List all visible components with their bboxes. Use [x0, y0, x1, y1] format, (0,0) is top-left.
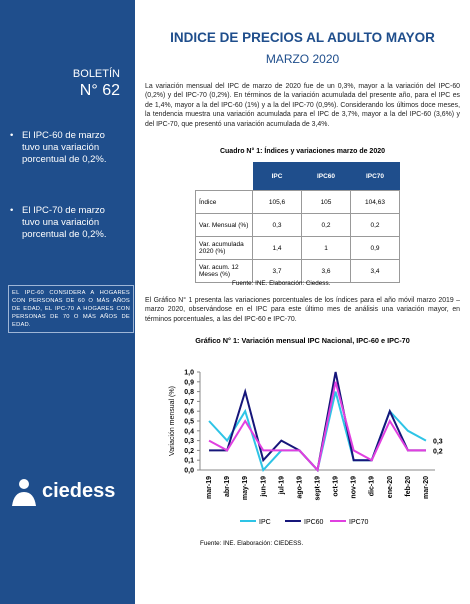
series-line: [208, 381, 426, 473]
x-tick-label: sept-19: [315, 476, 322, 501]
table-row: Var. acum. 12 Meses (%) 3,7 3,6 3,4: [195, 259, 400, 283]
chart-title: Gráfico N° 1: Variación mensual IPC Naci…: [195, 336, 410, 345]
y-tick-label: 0,8: [184, 389, 194, 396]
y-axis-label: Variación mensual (%): [169, 386, 176, 456]
table-header-cell: IPC60: [301, 162, 351, 191]
table-cell: 0,2: [350, 213, 400, 237]
table-cell: Var. Mensual (%): [195, 213, 253, 237]
table-cell: 3,6: [301, 259, 351, 283]
table-corner: [195, 162, 253, 191]
table-cell: 3,4: [350, 259, 400, 283]
table-header-cell: IPC70: [350, 162, 400, 191]
table-cell: 1: [301, 236, 351, 260]
bullet: El IPC-60 de marzo tuvo una variación po…: [10, 130, 122, 166]
table-cell: 3,7: [252, 259, 302, 283]
table-caption: Cuadro N° 1: Índices y variaciones marzo…: [219, 148, 386, 155]
bullet: El IPC-70 de marzo tuvo una variación po…: [10, 205, 122, 241]
x-tick-label: ago-19: [296, 476, 303, 499]
value-label: 0,2: [433, 448, 443, 455]
table-cell: Índice: [195, 190, 253, 214]
y-tick-label: 0,9: [184, 379, 194, 386]
x-tick-label: dic-19: [369, 476, 376, 496]
chart-source: Fuente: INE. Elaboración: CIEDESS.: [200, 540, 304, 547]
y-tick-label: 0,1: [184, 458, 194, 465]
logo-text: ciedess: [42, 480, 116, 502]
table-row: Var. acumulada 2020 (%) 1,4 1 0,9: [195, 236, 400, 260]
x-tick-label: jun-19: [260, 476, 267, 498]
value-label: 0,3: [433, 439, 443, 446]
table-cell: 0,9: [350, 236, 400, 260]
x-tick-label: jul-19: [278, 476, 285, 495]
y-tick-label: 0,6: [184, 409, 194, 416]
chart: 0,0 0,1 0,2 0,3 0,4 0,5 0,6 0,7 0,8 0,9 1,0 Variaci…: [169, 370, 443, 527]
x-tick-label: oct-19: [333, 476, 340, 497]
logo-icon: [12, 479, 36, 506]
table-cell: 105,6: [252, 190, 302, 214]
y-tick-label: 0,7: [184, 399, 194, 406]
x-tick-label: mar-20: [423, 476, 430, 499]
y-tick-label: 0,5: [184, 419, 194, 426]
table-cell: 104,63: [350, 190, 400, 214]
y-tick-label: 1,0: [184, 370, 194, 377]
x-tick-label: feb-20: [405, 476, 412, 497]
table-cell: 105: [301, 190, 351, 214]
y-tick-label: 0,3: [184, 438, 194, 445]
table-cell: 0,3: [252, 213, 302, 237]
legend-label: IPC60: [304, 519, 324, 526]
bulletin-label: BOLETÍN: [72, 68, 120, 80]
bulletin-number: N° 62: [79, 82, 120, 99]
table-row: Var. Mensual (%) 0,3 0,2 0,2: [195, 213, 400, 237]
table-cell: Var. acumulada 2020 (%): [195, 236, 253, 260]
table-cell: 1,4: [252, 236, 302, 260]
table-header-row: IPC IPC60 IPC70: [195, 162, 400, 191]
legend-label: IPC: [259, 519, 271, 526]
x-tick-label: mar-19: [206, 476, 213, 499]
x-tick-label: nov-19: [351, 476, 358, 499]
subtitle: MARZO 2020: [265, 52, 340, 66]
paragraph: La variación mensual del IPC de marzo de…: [145, 83, 460, 128]
table-source: Fuente: INE. Elaboración: Ciedess.: [232, 280, 331, 287]
paragraph: El Gráfico N° 1 presenta las variaciones…: [145, 297, 460, 323]
legend-label: IPC70: [349, 519, 369, 526]
x-tick-label: abr-19: [224, 476, 231, 497]
note: EL IPC-60 CONSIDERA A HOGARES CON PERSON…: [8, 285, 134, 333]
x-tick-label: may-19: [242, 476, 249, 500]
series-line: [209, 371, 426, 473]
table: IPC IPC60 IPC70 Índice 105,6 105 104,63 Var. Me…: [195, 162, 400, 283]
y-tick-label: 0,0: [184, 468, 194, 475]
table-header-cell: IPC: [252, 162, 302, 191]
y-tick-label: 0,2: [184, 448, 194, 455]
y-tick-label: 0,4: [184, 428, 194, 435]
table-row: Índice 105,6 105 104,63: [195, 190, 400, 214]
table-cell: 0,2: [301, 213, 351, 237]
table-cell: Var. acum. 12 Meses (%): [195, 259, 253, 283]
x-tick-label: ene-20: [387, 476, 394, 498]
title: INDICE DE PRECIOS AL ADULTO MAYOR: [170, 30, 435, 45]
